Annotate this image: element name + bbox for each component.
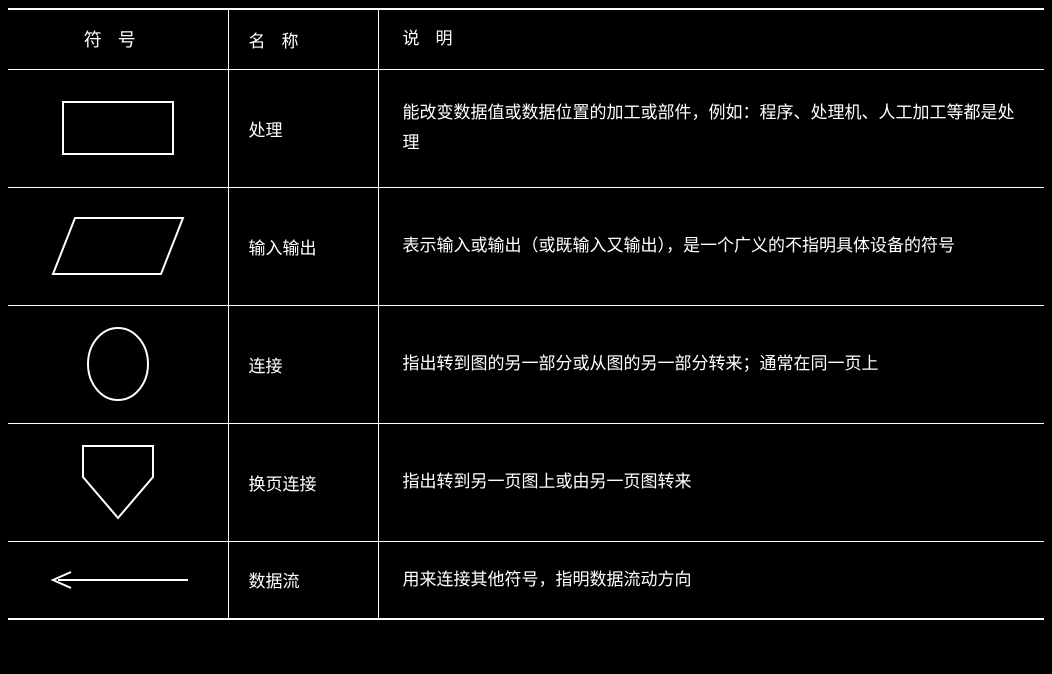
ellipse-icon: [83, 324, 153, 404]
table-row: 处理 能改变数据值或数据位置的加工或部件，例如：程序、处理机、人工加工等都是处理: [8, 69, 1044, 187]
name-cell: 输入输出: [228, 187, 378, 305]
description-cell: 能改变数据值或数据位置的加工或部件，例如：程序、处理机、人工加工等都是处理: [378, 69, 1044, 187]
description-cell: 表示输入或输出（或既输入又输出），是一个广义的不指明具体设备的符号: [378, 187, 1044, 305]
symbol-table: 符号 名称 说明 处理 能改变数据值或数据位置的加工或部件，例如：程序、处理机、…: [8, 8, 1044, 620]
symbol-cell: [8, 423, 228, 541]
table-row: 输入输出 表示输入或输出（或既输入又输出），是一个广义的不指明具体设备的符号: [8, 187, 1044, 305]
header-description: 说明: [378, 9, 1044, 69]
table-row: 换页连接 指出转到另一页图上或由另一页图转来: [8, 423, 1044, 541]
symbol-cell: [8, 305, 228, 423]
name-cell: 换页连接: [228, 423, 378, 541]
offpage-connector-icon: [78, 441, 158, 523]
symbol-cell: [8, 187, 228, 305]
header-name: 名称: [228, 9, 378, 69]
name-cell: 处理: [228, 69, 378, 187]
table-header-row: 符号 名称 说明: [8, 9, 1044, 69]
symbol-cell: [8, 541, 228, 619]
name-cell: 连接: [228, 305, 378, 423]
arrow-left-icon: [43, 568, 193, 592]
table-row: 数据流 用来连接其他符号，指明数据流动方向: [8, 541, 1044, 619]
description-cell: 指出转到另一页图上或由另一页图转来: [378, 423, 1044, 541]
rectangle-icon: [58, 97, 178, 159]
description-cell: 用来连接其他符号，指明数据流动方向: [378, 541, 1044, 619]
name-cell: 数据流: [228, 541, 378, 619]
parallelogram-icon: [48, 213, 188, 279]
header-symbol: 符号: [8, 9, 228, 69]
symbol-cell: [8, 69, 228, 187]
table-row: 连接 指出转到图的另一部分或从图的另一部分转来；通常在同一页上: [8, 305, 1044, 423]
description-cell: 指出转到图的另一部分或从图的另一部分转来；通常在同一页上: [378, 305, 1044, 423]
flowchart-symbols-table: 符号 名称 说明 处理 能改变数据值或数据位置的加工或部件，例如：程序、处理机、…: [8, 8, 1044, 620]
